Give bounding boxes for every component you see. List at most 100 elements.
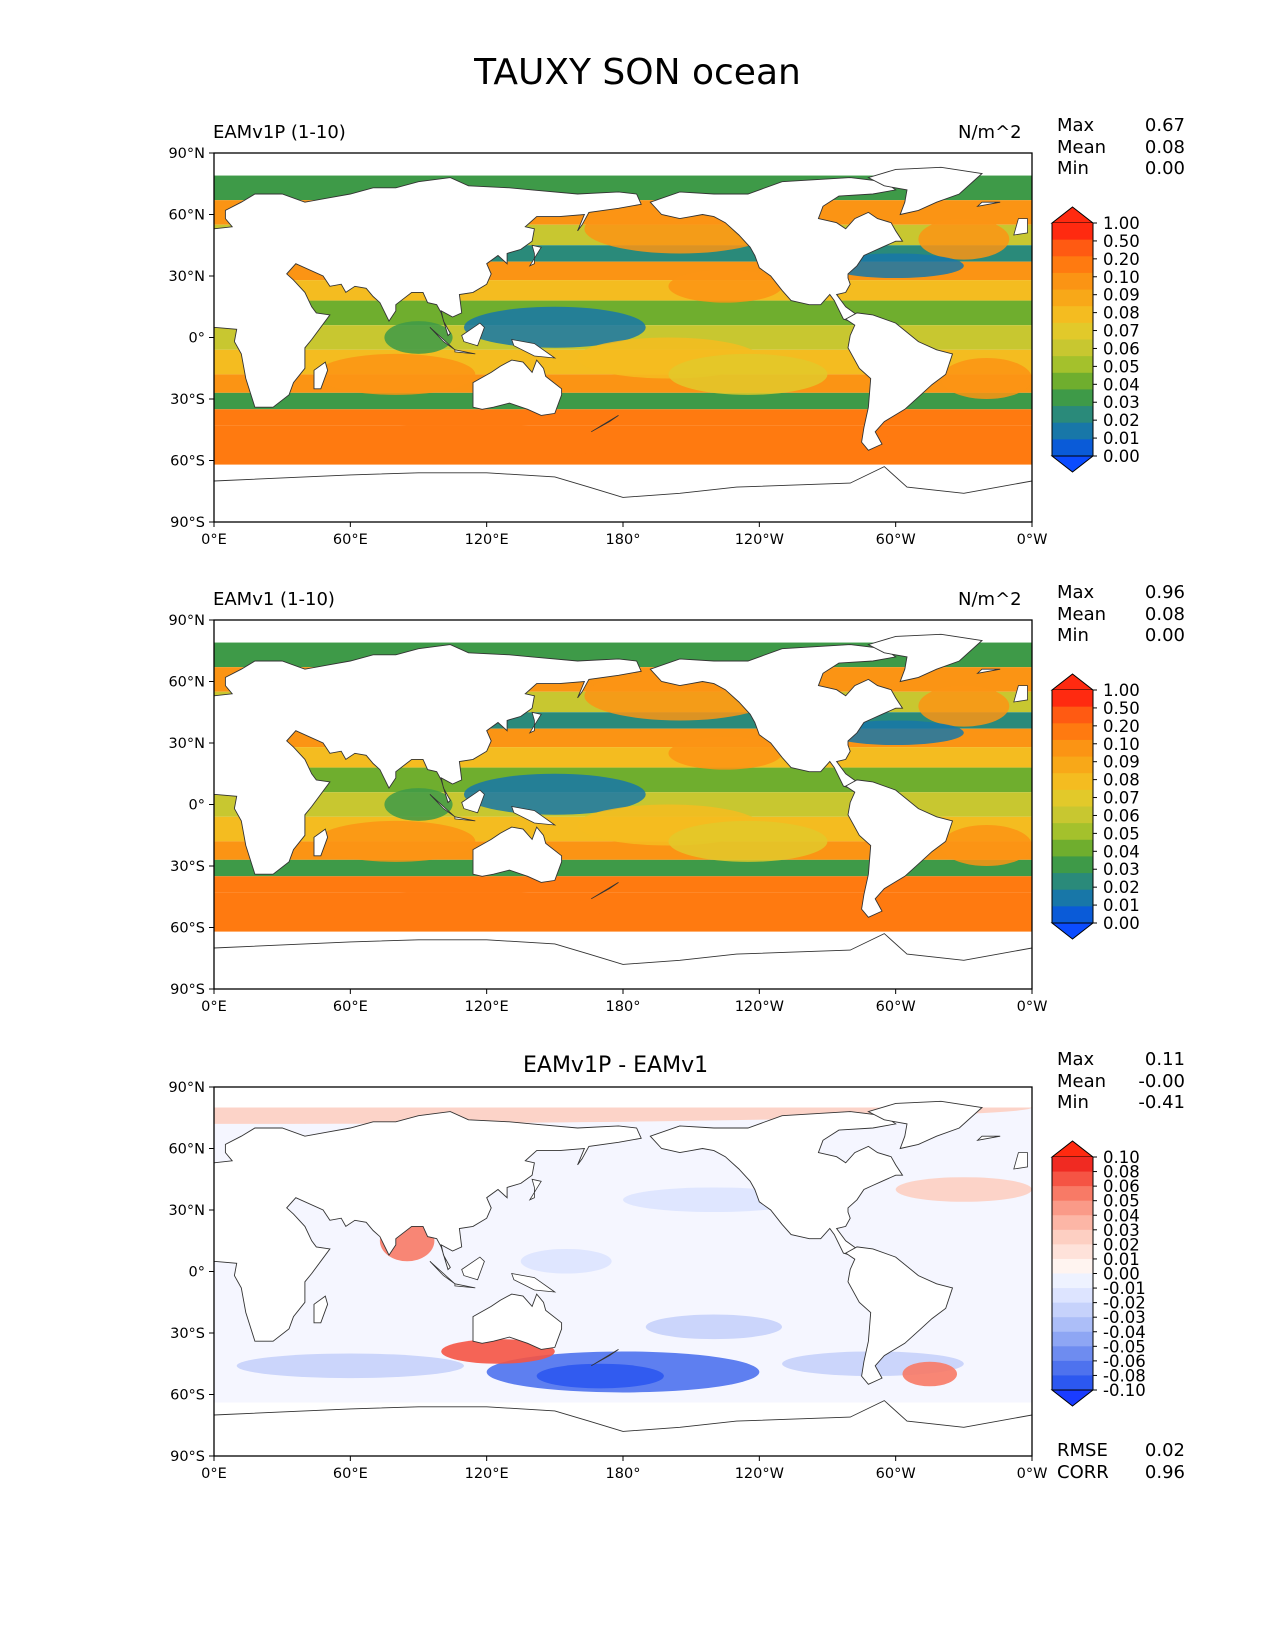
colorbar-swatch <box>1052 1302 1093 1318</box>
colorbar-swatch <box>1052 773 1093 791</box>
lat-tick-label: 0° <box>189 798 205 814</box>
colorbar-under-arrow <box>1050 1389 1095 1407</box>
colorbar-tick-label: -0.08 <box>1103 1366 1146 1385</box>
island <box>976 668 1001 674</box>
island <box>1013 218 1028 236</box>
lat-tick-label: 90°N <box>168 613 205 629</box>
field-anomaly <box>895 1177 1032 1202</box>
island <box>511 805 557 826</box>
lon-tick-label: 60°E <box>333 532 368 548</box>
landmass-north-america <box>649 177 904 322</box>
colorbar-swatch <box>1052 1258 1093 1274</box>
field-anomaly <box>668 736 783 770</box>
island <box>528 1178 542 1201</box>
stats-block: Max 0.67 Mean 0.08 Min 0.00 <box>1057 115 1185 179</box>
lon-tick-label: 120°E <box>465 1466 509 1482</box>
field-anomaly <box>316 353 476 395</box>
lon-tick-label: 60°E <box>333 999 368 1015</box>
island <box>590 1349 619 1367</box>
colorbar-tick-label: -0.05 <box>1103 1337 1146 1356</box>
island <box>454 1283 476 1289</box>
colorbar-tick-label: -0.03 <box>1103 1308 1146 1327</box>
colorbar-swatch <box>1052 339 1093 357</box>
colorbar-tick-label: 1.00 <box>1103 681 1140 700</box>
colorbar-swatch <box>1052 723 1093 741</box>
colorbar-swatch <box>1052 272 1093 291</box>
field-anomaly <box>645 1314 783 1340</box>
colorbar-swatch <box>1052 256 1093 274</box>
colorbar: 1.000.500.200.100.090.080.070.060.050.04… <box>1050 673 1140 940</box>
landmass-africa-europe-asia <box>214 1111 642 1342</box>
colorbar-swatch <box>1052 1200 1093 1216</box>
colorbar-swatch <box>1052 289 1093 307</box>
landmass-antarctica <box>214 933 1032 989</box>
colorbar-tick-label: 0.50 <box>1103 232 1140 251</box>
lat-tick-label: 30°S <box>170 859 205 875</box>
island <box>976 201 1001 207</box>
colorbar-swatch <box>1052 756 1093 774</box>
field-band <box>214 392 1032 410</box>
colorbar-swatch <box>1052 1229 1093 1245</box>
colorbar-over-arrow <box>1050 1140 1095 1158</box>
colorbar-tick-label: 0.03 <box>1103 393 1140 412</box>
colorbar-tick-label: 0.01 <box>1103 429 1140 448</box>
colorbar-swatch <box>1052 322 1093 340</box>
colorbar-tick-label: 0.00 <box>1103 447 1140 466</box>
lat-tick-label: 30°N <box>168 1203 205 1219</box>
landmass-greenland <box>867 1100 984 1150</box>
colorbar-tick-label: 0.05 <box>1103 824 1140 843</box>
colorbar-tick-label: 0.50 <box>1103 699 1140 718</box>
colorbar-swatch <box>1052 389 1093 407</box>
field-anomaly <box>902 1361 958 1387</box>
colorbar-swatch <box>1052 789 1093 807</box>
lat-tick-label: 60°S <box>170 921 205 937</box>
lon-tick-label: 180° <box>606 532 641 548</box>
metrics-block: RMSE 0.02 CORR 0.96 <box>1057 1440 1185 1483</box>
island <box>461 789 485 814</box>
colorbar-swatch <box>1052 823 1093 841</box>
colorbar-swatch <box>1052 856 1093 874</box>
field-anomaly <box>668 353 828 395</box>
colorbar-tick-label: 0.04 <box>1103 1206 1140 1225</box>
island <box>1013 1152 1028 1170</box>
colorbar-swatch <box>1052 306 1093 324</box>
colorbar-tick-label: 0.02 <box>1103 1235 1140 1254</box>
colorbar-swatch <box>1052 1317 1093 1333</box>
colorbar-swatch <box>1052 739 1093 758</box>
colorbar-swatch <box>1052 1186 1093 1202</box>
field-anomaly <box>536 1363 664 1389</box>
landmass-south-america <box>844 1246 954 1385</box>
colorbar-tick-label: -0.06 <box>1103 1352 1146 1371</box>
figure-title: TAUXY SON ocean <box>474 52 801 93</box>
colorbar-tick-label: 0.02 <box>1103 411 1140 430</box>
colorbar: 1.000.500.200.100.090.080.070.060.050.04… <box>1050 206 1140 473</box>
colorbar-tick-label: 0.07 <box>1103 789 1140 808</box>
lon-tick-label: 0°E <box>201 532 227 548</box>
lat-tick-label: 60°N <box>168 1142 205 1158</box>
island <box>528 244 542 267</box>
colorbar-swatch <box>1052 422 1093 440</box>
field-anomaly <box>327 423 601 465</box>
lat-tick-label: 0° <box>189 1265 205 1281</box>
map-panel-eamv1p: EAMv1P (1-10) N/m^2 Max 0.67 Mean 0.08 Min… <box>0 0 1275 548</box>
lon-tick-label: 0°W <box>1017 532 1048 548</box>
landmass-madagascar <box>313 361 329 390</box>
lat-tick-label: 90°S <box>170 982 205 998</box>
lon-tick-label: 60°W <box>876 532 916 548</box>
colorbar-swatch <box>1052 372 1093 390</box>
colorbar-swatch <box>1052 406 1093 424</box>
lat-tick-label: 90°N <box>168 146 205 162</box>
colorbar-tick-label: 0.04 <box>1103 375 1140 394</box>
island <box>976 1135 1001 1141</box>
colorbar-under-arrow <box>1050 455 1095 473</box>
field-anomaly <box>441 1339 555 1364</box>
lat-tick-label: 30°N <box>168 736 205 752</box>
lat-tick-label: 30°S <box>170 1326 205 1342</box>
island <box>528 711 542 734</box>
lat-tick-label: 30°N <box>168 269 205 285</box>
colorbar-tick-label: 0.08 <box>1103 304 1140 323</box>
colorbar-tick-label: 0.06 <box>1103 339 1140 358</box>
lat-tick-label: 60°N <box>168 208 205 224</box>
field-layer <box>214 1087 1032 1456</box>
lon-tick-label: 60°W <box>876 1466 916 1482</box>
